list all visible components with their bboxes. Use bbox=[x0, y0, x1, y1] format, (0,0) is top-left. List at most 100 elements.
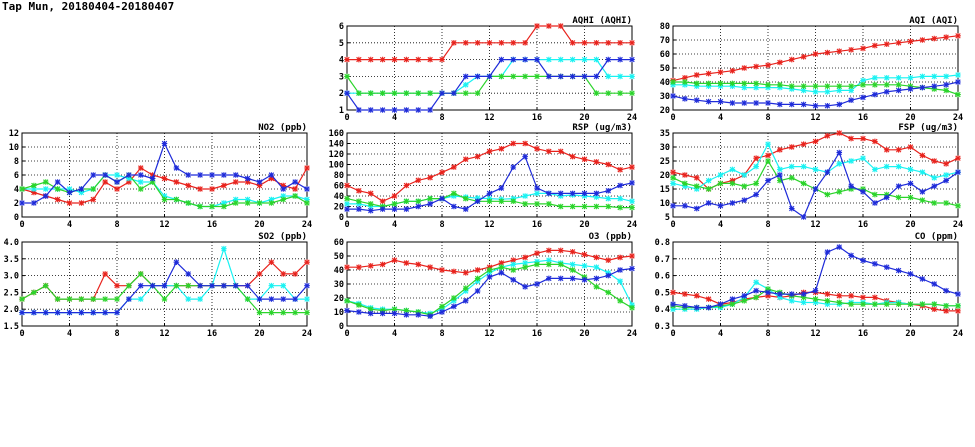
data-point-blue bbox=[379, 310, 386, 317]
data-point-blue bbox=[848, 252, 854, 259]
x-tick-label: 4 bbox=[392, 329, 397, 339]
data-point-cyan bbox=[593, 264, 600, 270]
data-point-blue bbox=[474, 73, 481, 80]
data-point-blue bbox=[367, 207, 374, 214]
data-point-red bbox=[510, 257, 517, 263]
y-tick-label: 0.6 bbox=[655, 272, 670, 282]
y-tick-label: 10 bbox=[660, 199, 670, 209]
data-point-red bbox=[557, 247, 564, 254]
data-point-green bbox=[486, 198, 493, 205]
data-point-cyan bbox=[534, 190, 540, 197]
data-point-blue bbox=[557, 275, 564, 282]
data-point-blue bbox=[19, 309, 25, 316]
data-point-blue bbox=[800, 291, 807, 297]
x-tick-label: 4 bbox=[718, 220, 723, 230]
y-tick-label: 70 bbox=[660, 36, 670, 46]
data-point-cyan bbox=[788, 163, 795, 170]
data-point-green bbox=[102, 296, 108, 302]
data-point-green bbox=[522, 73, 528, 80]
data-point-green bbox=[137, 186, 144, 192]
data-point-cyan bbox=[546, 257, 552, 263]
y-tick-label: 50 bbox=[660, 64, 670, 74]
data-point-green bbox=[31, 182, 37, 189]
data-point-red bbox=[379, 56, 386, 63]
data-point-blue bbox=[682, 203, 688, 209]
data-point-red bbox=[753, 63, 759, 70]
data-point-blue bbox=[137, 172, 144, 178]
data-point-blue bbox=[812, 103, 819, 109]
data-point-blue bbox=[581, 73, 588, 80]
data-point-blue bbox=[114, 309, 120, 316]
data-point-cyan bbox=[765, 141, 771, 147]
x-tick-label: 4 bbox=[67, 220, 72, 230]
data-point-red bbox=[557, 23, 564, 29]
data-point-red bbox=[800, 54, 807, 60]
data-point-red bbox=[90, 196, 97, 203]
x-tick-label: 8 bbox=[114, 329, 119, 339]
data-point-green bbox=[356, 302, 362, 308]
data-point-red bbox=[593, 40, 600, 46]
data-point-red bbox=[379, 198, 386, 205]
chart-aqi: AQI (AQI) 0 4 8 12 16 20 24 20 30 40 50 60 70 80 bbox=[660, 16, 963, 123]
data-point-green bbox=[403, 90, 410, 96]
x-tick-label: 8 bbox=[439, 329, 444, 339]
data-point-blue bbox=[31, 309, 37, 316]
data-point-blue bbox=[546, 275, 552, 282]
data-point-green bbox=[367, 306, 374, 312]
data-point-red bbox=[427, 174, 433, 181]
data-point-cyan bbox=[931, 73, 938, 80]
data-point-blue bbox=[126, 172, 132, 178]
chart-o3: O3 (ppb) 0 4 8 12 16 20 24 0 10 20 30 40 50 60 bbox=[334, 232, 637, 339]
data-point-red bbox=[777, 147, 783, 153]
data-point-cyan bbox=[185, 296, 192, 302]
data-point-cyan bbox=[788, 298, 795, 304]
chart-title: NO2 (ppb) bbox=[258, 123, 307, 133]
data-point-blue bbox=[114, 179, 120, 185]
data-point-cyan bbox=[268, 196, 275, 203]
series-line-blue bbox=[346, 58, 632, 111]
y-tick-label: 40 bbox=[660, 78, 670, 88]
data-point-blue bbox=[729, 296, 736, 302]
data-point-blue bbox=[557, 190, 564, 197]
data-point-green bbox=[824, 298, 831, 304]
data-point-blue bbox=[522, 153, 528, 160]
data-point-green bbox=[19, 186, 25, 192]
data-point-red bbox=[860, 294, 866, 301]
data-point-green bbox=[367, 90, 374, 96]
x-tick-label: 12 bbox=[484, 220, 494, 230]
x-tick-label: 12 bbox=[810, 329, 820, 339]
data-point-red bbox=[812, 51, 819, 57]
data-point-cyan bbox=[907, 75, 914, 81]
data-point-green bbox=[256, 309, 263, 316]
data-point-red bbox=[534, 250, 540, 256]
data-point-blue bbox=[753, 287, 759, 294]
data-point-blue bbox=[42, 309, 49, 316]
data-point-green bbox=[244, 296, 251, 302]
x-tick-label: 12 bbox=[159, 220, 169, 230]
chart-so2: SO2 (ppb) 0 4 8 12 16 20 24 1.5 2.0 2.5 3.0 3.5 4.0 bbox=[4, 232, 312, 339]
data-point-blue bbox=[729, 200, 736, 206]
y-tick-label: 6 bbox=[14, 171, 19, 181]
data-point-cyan bbox=[848, 158, 854, 164]
data-point-green bbox=[848, 83, 854, 89]
data-point-blue bbox=[256, 296, 263, 302]
data-point-red bbox=[102, 271, 108, 277]
data-point-blue bbox=[693, 205, 700, 212]
y-tick-label: 1 bbox=[339, 106, 344, 116]
data-point-blue bbox=[895, 267, 902, 274]
data-point-green bbox=[788, 83, 795, 89]
data-point-green bbox=[581, 203, 588, 210]
data-point-cyan bbox=[304, 196, 310, 203]
y-tick-label: 4.0 bbox=[4, 238, 19, 248]
chart-rsp: RSP (ug/m3)0 4 8 12 16 20 24020406080100120140… bbox=[329, 123, 637, 230]
data-point-green bbox=[427, 195, 433, 202]
data-point-green bbox=[403, 198, 410, 205]
data-point-cyan bbox=[304, 296, 310, 302]
data-point-blue bbox=[883, 194, 890, 201]
data-point-blue bbox=[872, 200, 878, 206]
data-point-red bbox=[280, 182, 287, 189]
data-point-red bbox=[486, 40, 493, 46]
data-point-cyan bbox=[895, 163, 902, 170]
data-point-blue bbox=[682, 96, 688, 102]
data-point-cyan bbox=[78, 189, 85, 196]
